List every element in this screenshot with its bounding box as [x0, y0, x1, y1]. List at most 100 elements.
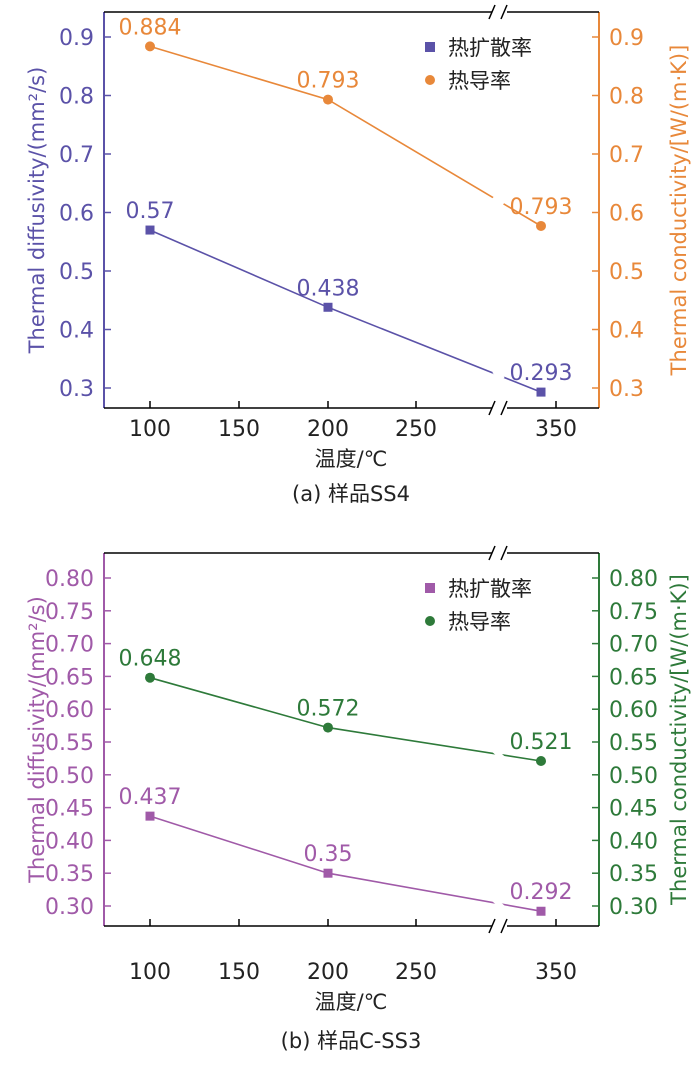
y-axis-label-left: Thermal diffusivity/(mm²/s) [25, 67, 49, 355]
y-tick-label-left: 0.6 [59, 202, 94, 227]
y-axis-label-right: Thermal conductivity/[W/(m·K)] [667, 45, 691, 377]
y-tick-label-left: 0.35 [45, 862, 94, 887]
x-tick-label: 350 [535, 960, 577, 985]
y-tick-label-left: 0.60 [45, 698, 94, 723]
y-tick-label-left: 0.75 [45, 600, 94, 625]
data-point-circle [536, 756, 546, 767]
y-tick-label-right: 0.70 [609, 633, 658, 658]
legend-marker-square [425, 583, 435, 593]
legend-label: 热扩散率 [448, 577, 532, 601]
y-tick-label-right: 0.9 [609, 26, 644, 51]
data-point-circle [145, 41, 155, 52]
y-tick-label-right: 0.50 [609, 764, 658, 789]
x-tick-label: 150 [218, 960, 260, 985]
y-tick-label-left: 0.4 [59, 319, 94, 344]
y-tick-label-right: 0.60 [609, 698, 658, 723]
data-label: 0.793 [510, 195, 573, 220]
series-break-gap [492, 194, 505, 207]
y-tick-label-left: 0.80 [45, 567, 94, 592]
legend-label: 热导率 [448, 69, 511, 93]
y-tick-label-left: 0.65 [45, 665, 94, 690]
y-tick-label-right: 0.4 [609, 319, 644, 344]
series-break-gap [492, 369, 505, 381]
data-point-circle [536, 220, 546, 231]
y-tick-label-left: 0.45 [45, 797, 94, 822]
y-tick-label-left: 0.7 [59, 143, 94, 168]
x-tick-label: 150 [218, 417, 260, 442]
x-tick-label: 200 [307, 960, 349, 985]
legend-marker-circle [425, 616, 435, 626]
data-point-square [323, 868, 333, 878]
data-label: 0.572 [297, 697, 360, 722]
y-tick-label-left: 0.5 [59, 260, 94, 285]
y-tick-label-right: 0.45 [609, 797, 658, 822]
series-break-gap [492, 748, 505, 761]
data-label: 0.648 [119, 647, 182, 672]
legend-marker-square [425, 42, 435, 52]
x-tick-label: 250 [395, 960, 437, 985]
data-point-circle [323, 94, 333, 105]
axis-break-mark [500, 545, 508, 561]
y-tick-label-right: 0.6 [609, 202, 644, 227]
data-point-square [323, 302, 333, 312]
axis-break-mark [500, 400, 508, 416]
chart-panel-b: 0.30 0.35 0.40 0.45 0.50 0.55 0.60 0.65 0.70 0.75… [25, 545, 691, 1053]
data-point-square [145, 811, 155, 821]
data-point-square [536, 906, 546, 916]
axis-break-mark [500, 918, 508, 934]
axis-break-mark [500, 4, 508, 20]
x-tick-label: 100 [129, 960, 171, 985]
series-break-gap [492, 897, 505, 910]
x-axis-label: 温度/℃ [315, 990, 388, 1014]
legend-label: 热导率 [448, 610, 511, 634]
y-tick-label-left: 0.30 [45, 895, 94, 920]
y-tick-label-left: 0.3 [59, 377, 94, 402]
x-tick-label: 100 [129, 417, 171, 442]
data-label: 0.521 [510, 730, 573, 755]
y-tick-label-left: 0.50 [45, 764, 94, 789]
y-axis-label-right: Thermal conductivity/[W/(m·K)] [667, 574, 691, 906]
legend-label: 热扩散率 [448, 36, 532, 60]
y-tick-label-right: 0.8 [609, 85, 644, 110]
y-tick-label-right: 0.30 [609, 895, 658, 920]
x-tick-label: 200 [307, 417, 349, 442]
axis-break-mark [488, 4, 496, 20]
figure-caption: (a) 样品SS4 [292, 482, 410, 506]
axis-break-mark [488, 918, 496, 934]
data-label: 0.793 [297, 69, 360, 94]
figure-caption: (b) 样品C-SS3 [281, 1029, 422, 1053]
axis-break-mark [488, 400, 496, 416]
x-axis-label: 温度/℃ [315, 447, 388, 471]
y-tick-label-right: 0.40 [609, 829, 658, 854]
data-label: 0.57 [126, 199, 175, 224]
y-tick-label-right: 0.65 [609, 665, 658, 690]
y-tick-label-right: 0.35 [609, 862, 658, 887]
y-tick-label-right: 0.7 [609, 143, 644, 168]
y-tick-label-left: 0.55 [45, 731, 94, 756]
legend-marker-circle [425, 75, 435, 85]
data-label: 0.438 [297, 276, 360, 301]
y-tick-label-left: 0.9 [59, 26, 94, 51]
data-label: 0.884 [119, 15, 182, 40]
y-tick-label-left: 0.8 [59, 85, 94, 110]
y-tick-label-right: 0.80 [609, 567, 658, 592]
data-label: 0.292 [510, 880, 573, 905]
data-label: 0.293 [510, 361, 573, 386]
y-tick-label-right: 0.55 [609, 731, 658, 756]
series-line-left [149, 229, 542, 393]
data-point-square [145, 225, 155, 235]
y-tick-label-left: 0.70 [45, 633, 94, 658]
data-label: 0.437 [119, 785, 182, 810]
y-tick-label-right: 0.75 [609, 600, 658, 625]
chart-panel-a: 0.3 0.4 0.5 0.6 0.7 0.8 0.9 0.3 0.4 0.5 0.6 0.7 0.8 0… [25, 4, 691, 506]
data-label: 0.35 [304, 842, 353, 867]
y-tick-label-right: 0.3 [609, 377, 644, 402]
axis-break-mark [488, 545, 496, 561]
data-point-square [536, 387, 546, 397]
y-tick-label-right: 0.5 [609, 260, 644, 285]
x-tick-label: 250 [395, 417, 437, 442]
y-axis-label-left: Thermal diffusivity/(mm²/s) [25, 596, 49, 884]
x-tick-label: 350 [535, 417, 577, 442]
